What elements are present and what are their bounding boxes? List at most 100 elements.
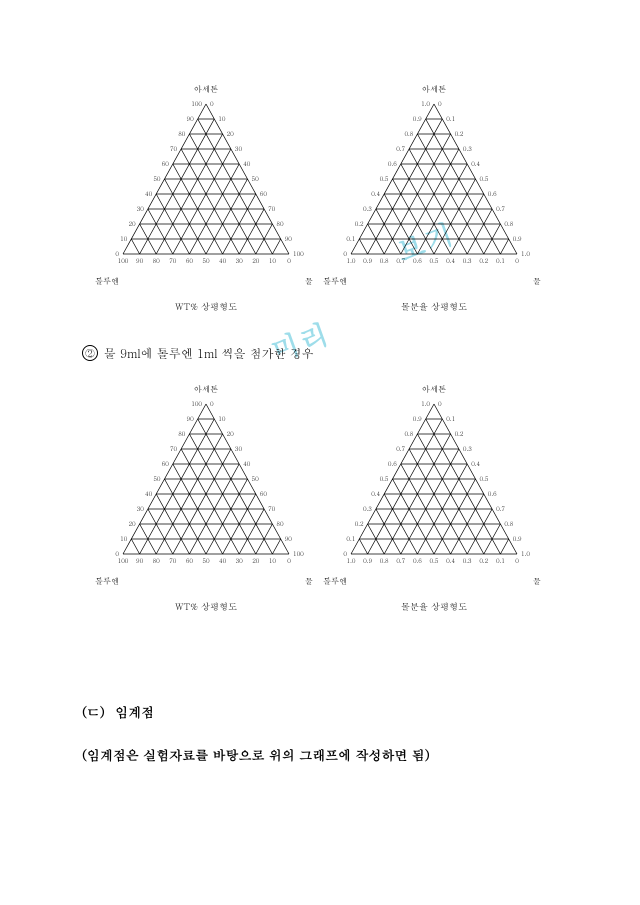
svg-text:0.1: 0.1 <box>446 414 455 423</box>
apex-label: 아세톤 <box>422 384 446 395</box>
chart-caption: WT% 상평형도 <box>175 600 237 613</box>
svg-text:0.3: 0.3 <box>463 144 472 153</box>
svg-text:70: 70 <box>170 144 178 153</box>
svg-text:0.2: 0.2 <box>355 519 364 528</box>
svg-text:80: 80 <box>178 429 186 438</box>
svg-text:0.8: 0.8 <box>504 519 513 528</box>
svg-text:0.9: 0.9 <box>363 256 372 265</box>
svg-text:50: 50 <box>153 474 161 483</box>
bottom-right-label: 물 <box>305 276 313 287</box>
svg-text:0.8: 0.8 <box>504 219 513 228</box>
svg-text:10: 10 <box>120 534 128 543</box>
bottom-left-label: 톨루엔 <box>95 576 119 587</box>
svg-text:0.4: 0.4 <box>446 556 455 565</box>
bottom-left-label: 톨루엔 <box>323 276 347 287</box>
svg-text:60: 60 <box>260 189 268 198</box>
bottom-right-label: 물 <box>533 276 541 287</box>
svg-text:0.5: 0.5 <box>430 556 439 565</box>
svg-text:0.4: 0.4 <box>446 256 455 265</box>
svg-text:100: 100 <box>118 556 129 565</box>
svg-text:0.9: 0.9 <box>363 556 372 565</box>
bottom-right-label: 물 <box>305 576 313 587</box>
chart-caption: 몰분율 상평형도 <box>401 300 467 313</box>
svg-text:30: 30 <box>236 556 244 565</box>
critical-point-note: (임계점은 실험자료를 바탕으로 위의 그래프에 작성하면 됨) <box>82 743 430 768</box>
svg-text:80: 80 <box>276 519 284 528</box>
svg-text:100: 100 <box>118 256 129 265</box>
svg-text:0.7: 0.7 <box>396 556 405 565</box>
svg-text:1.0: 1.0 <box>521 549 530 558</box>
critical-point-heading: (ㄷ) 임계점 <box>82 700 430 725</box>
svg-text:30: 30 <box>235 444 243 453</box>
svg-text:0.6: 0.6 <box>388 159 397 168</box>
svg-text:0.6: 0.6 <box>413 556 422 565</box>
svg-text:0.8: 0.8 <box>404 429 413 438</box>
svg-text:30: 30 <box>137 504 145 513</box>
section-title: 임계점 <box>115 702 154 721</box>
svg-text:80: 80 <box>153 256 161 265</box>
svg-text:0.7: 0.7 <box>396 444 405 453</box>
ternary-svg: 1.001.00.90.10.90.80.20.80.70.30.70.60.4… <box>329 100 539 280</box>
svg-text:40: 40 <box>219 256 227 265</box>
svg-text:0.2: 0.2 <box>479 256 488 265</box>
svg-text:50: 50 <box>153 174 161 183</box>
page: 보기 미리 아세톤 톨루엔 물 100010090109080208070307… <box>0 0 640 905</box>
svg-text:0.9: 0.9 <box>413 414 422 423</box>
svg-text:20: 20 <box>252 556 260 565</box>
svg-text:0.7: 0.7 <box>496 504 505 513</box>
svg-text:30: 30 <box>137 204 145 213</box>
svg-text:100: 100 <box>191 100 202 108</box>
svg-text:60: 60 <box>162 459 170 468</box>
svg-text:0.4: 0.4 <box>471 159 480 168</box>
bottom-right-label: 물 <box>533 576 541 587</box>
svg-text:0.3: 0.3 <box>463 444 472 453</box>
svg-text:70: 70 <box>169 556 177 565</box>
svg-text:0.8: 0.8 <box>404 129 413 138</box>
svg-text:20: 20 <box>227 429 235 438</box>
svg-text:0: 0 <box>115 249 119 258</box>
svg-text:10: 10 <box>218 114 226 123</box>
ternary-mol-2: 아세톤 톨루엔 물 1.001.00.90.10.90.80.20.80.70.… <box>329 400 539 585</box>
svg-text:80: 80 <box>178 129 186 138</box>
apex-label: 아세톤 <box>194 384 218 395</box>
ternary-mol-1: 아세톤 톨루엔 물 1.001.00.90.10.90.80.20.80.70.… <box>329 100 539 285</box>
ternary-wt-2: 아세톤 톨루엔 물 100010090109080208070307060406… <box>101 400 311 585</box>
chart-row-1: 아세톤 톨루엔 물 100010090109080208070307060406… <box>0 100 640 285</box>
critical-point-section: (ㄷ) 임계점 (임계점은 실험자료를 바탕으로 위의 그래프에 작성하면 됨) <box>82 700 430 767</box>
svg-text:70: 70 <box>169 256 177 265</box>
svg-text:0.4: 0.4 <box>471 459 480 468</box>
svg-text:10: 10 <box>120 234 128 243</box>
svg-text:0.2: 0.2 <box>479 556 488 565</box>
ternary-svg: 1000100901090802080703070604060505050406… <box>101 400 311 580</box>
svg-text:0.7: 0.7 <box>396 144 405 153</box>
bottom-left-label: 톨루엔 <box>323 576 347 587</box>
svg-text:90: 90 <box>285 534 293 543</box>
svg-text:0: 0 <box>515 256 519 265</box>
svg-text:0.6: 0.6 <box>488 489 497 498</box>
svg-text:0.2: 0.2 <box>455 129 464 138</box>
svg-text:0: 0 <box>115 549 119 558</box>
svg-text:40: 40 <box>145 489 153 498</box>
section-marker: (ㄷ) <box>82 702 105 721</box>
svg-text:10: 10 <box>218 414 226 423</box>
svg-text:0.5: 0.5 <box>430 256 439 265</box>
svg-text:90: 90 <box>285 234 293 243</box>
svg-text:60: 60 <box>162 159 170 168</box>
chart-row-2: 아세톤 톨루엔 물 100010090109080208070307060406… <box>0 400 640 585</box>
svg-text:20: 20 <box>128 519 136 528</box>
svg-text:0.8: 0.8 <box>380 556 389 565</box>
svg-text:90: 90 <box>187 114 195 123</box>
svg-text:0.5: 0.5 <box>480 474 489 483</box>
svg-text:80: 80 <box>153 556 161 565</box>
svg-text:1.0: 1.0 <box>347 556 356 565</box>
svg-text:50: 50 <box>252 174 260 183</box>
svg-text:1.0: 1.0 <box>421 400 430 408</box>
svg-text:0: 0 <box>438 100 442 108</box>
svg-text:0: 0 <box>438 400 442 408</box>
svg-text:90: 90 <box>136 556 144 565</box>
svg-text:0.4: 0.4 <box>371 189 380 198</box>
svg-text:70: 70 <box>268 504 276 513</box>
svg-text:80: 80 <box>276 219 284 228</box>
svg-text:0.5: 0.5 <box>380 174 389 183</box>
svg-text:10: 10 <box>269 556 277 565</box>
